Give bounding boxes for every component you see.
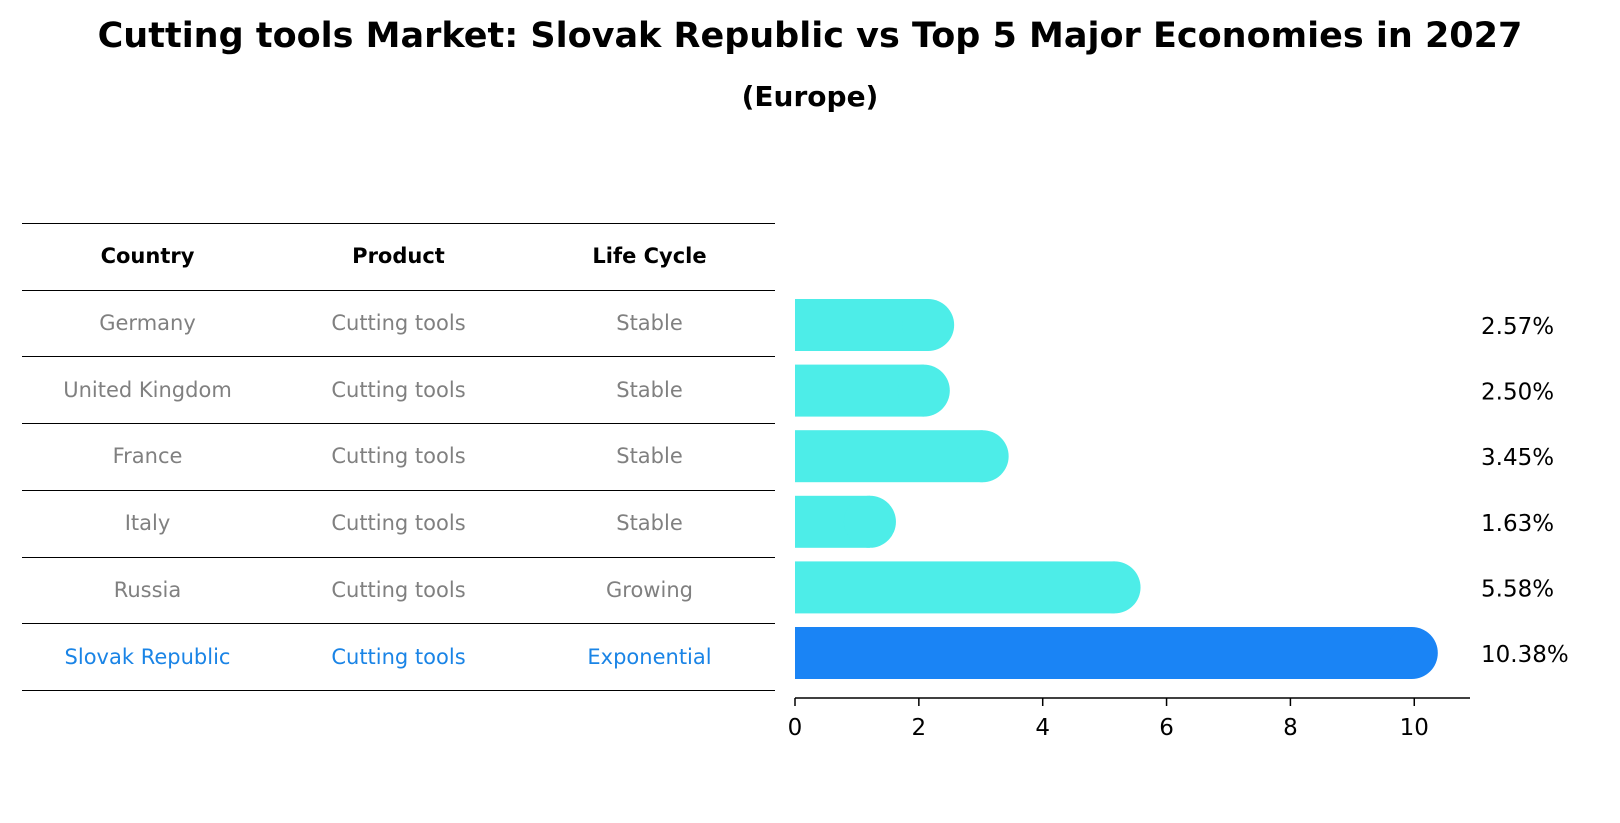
table-header-cell: Product [352,244,445,269]
table-divider [22,623,775,625]
table-divider [22,689,775,691]
table-cell: France [112,444,183,469]
table-divider [22,223,775,224]
x-tick-label: 2 [912,715,927,741]
table-cell: Cutting tools [331,444,466,469]
bar-cap [956,430,1009,483]
bar-value-label: 5.58% [1481,576,1554,602]
table-cell: Russia [113,577,182,602]
table-cell: Slovak Republic [64,644,231,669]
table-cell: Cutting tools [331,577,466,602]
x-tick-label: 4 [1035,715,1050,741]
bar-value-label: 1.63% [1481,511,1554,537]
bar-value-label: 3.45% [1481,445,1554,471]
bar-cap [897,364,950,417]
bar-value-label: 10.38% [1481,642,1569,668]
table-cell: Stable [616,311,683,336]
bar-cap [1385,627,1438,679]
x-tick-label: 8 [1283,715,1298,741]
chart-subtitle: (Europe) [741,80,879,113]
chart-title: Cutting tools Market: Slovak Republic vs… [97,16,1523,56]
table-cell: Italy [124,511,171,536]
table-cell: United Kingdom [63,377,232,402]
bar-cap [843,495,896,548]
table-cell: Cutting tools [331,311,466,336]
table-divider [22,423,775,425]
bar-value-label: 2.50% [1481,380,1554,406]
x-tick-label: 6 [1159,715,1174,741]
x-tick-label: 10 [1400,715,1429,741]
table-cell: Germany [99,311,196,336]
table-divider [22,289,775,291]
table-cell: Exponential [587,644,712,669]
table-header-cell: Country [100,244,195,269]
bar [795,627,1412,679]
x-tick-label: 0 [788,715,803,741]
bar-cap [902,299,955,351]
table-cell: Stable [616,377,683,402]
table-cell: Stable [616,444,683,469]
bar-value-label: 2.57% [1481,314,1554,340]
bar [795,561,1115,614]
bar [795,430,983,483]
table-cell: Cutting tools [331,511,466,536]
table-divider [22,356,775,358]
table-divider [22,556,775,558]
table-cell: Growing [606,577,693,602]
table-divider [22,489,775,491]
table-cell: Cutting tools [331,377,466,402]
bar-cap [1088,561,1141,614]
table-cell: Stable [616,511,683,536]
table-header-cell: Life Cycle [592,244,707,269]
table-cell: Cutting tools [331,644,466,669]
